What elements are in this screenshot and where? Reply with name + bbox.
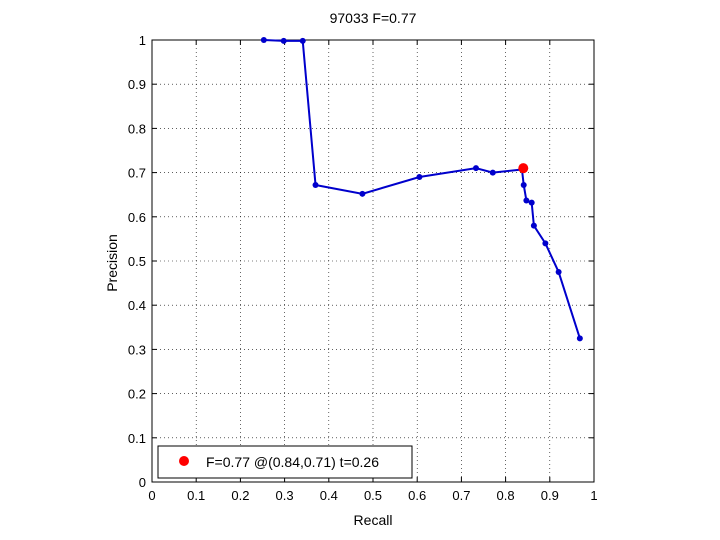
- x-tick-label: 0.4: [320, 488, 338, 503]
- best-f-marker: [518, 163, 529, 174]
- legend-marker: [179, 456, 189, 466]
- data-point: [523, 197, 530, 204]
- y-tick-label: 1: [139, 33, 146, 48]
- x-tick-labels: 0 0.1 0.2 0.3 0.4 0.5 0.6 0.7 0.8 0.9 1: [148, 488, 597, 503]
- data-point: [359, 190, 366, 197]
- y-tick-label: 0.6: [128, 210, 146, 225]
- data-point: [312, 181, 319, 188]
- data-point: [299, 37, 306, 44]
- x-tick-label: 0.1: [187, 488, 205, 503]
- x-tick-label: 0.6: [408, 488, 426, 503]
- series-group: [260, 37, 583, 342]
- y-tick-label: 0.3: [128, 342, 146, 357]
- x-tick-label: 0.9: [541, 488, 559, 503]
- x-tick-label: 0: [148, 488, 155, 503]
- y-tick-label: 0: [139, 475, 146, 490]
- x-tick-label: 0.5: [364, 488, 382, 503]
- data-point: [576, 335, 583, 342]
- data-point: [528, 199, 535, 206]
- data-point: [555, 269, 562, 276]
- legend-text: F=0.77 @(0.84,0.71) t=0.26: [206, 454, 379, 470]
- legend-box: [157, 445, 413, 479]
- chart-title: 97033 F=0.77: [330, 10, 417, 26]
- y-tick-label: 0.8: [128, 121, 146, 136]
- y-tick-labels: 0 0.1 0.2 0.3 0.4 0.5 0.6 0.7 0.8 0.9 1: [128, 33, 146, 490]
- grid: [152, 40, 594, 482]
- data-point: [416, 174, 423, 181]
- data-point: [472, 165, 479, 172]
- y-tick-label: 0.2: [128, 387, 146, 402]
- series-line: [263, 39, 581, 339]
- data-point: [530, 222, 537, 229]
- data-point: [542, 240, 549, 247]
- data-point: [260, 37, 267, 43]
- y-tick-label: 0.4: [128, 298, 146, 313]
- y-tick-label: 0.7: [128, 166, 146, 181]
- data-point: [489, 169, 496, 176]
- x-axis-title: Recall: [354, 512, 393, 528]
- x-tick-label: 0.3: [276, 488, 294, 503]
- x-tick-label: 1: [590, 488, 597, 503]
- y-tick-label: 0.9: [128, 77, 146, 92]
- axis-ticks: [151, 39, 595, 483]
- y-axis-title: Precision: [104, 234, 120, 292]
- data-point: [520, 181, 527, 188]
- legend: F=0.77 @(0.84,0.71) t=0.26: [157, 445, 413, 479]
- x-tick-label: 0.8: [497, 488, 515, 503]
- x-tick-label: 0.2: [231, 488, 249, 503]
- x-tick-label: 0.7: [452, 488, 470, 503]
- y-tick-label: 0.1: [128, 431, 146, 446]
- y-tick-label: 0.5: [128, 254, 146, 269]
- data-point: [280, 37, 287, 44]
